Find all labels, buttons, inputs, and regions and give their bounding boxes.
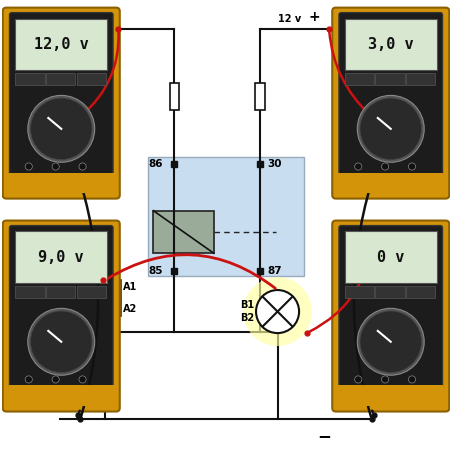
Bar <box>344 286 373 297</box>
Bar <box>344 18 436 70</box>
Bar <box>153 211 213 253</box>
Bar <box>15 73 45 85</box>
Text: 3,0 v: 3,0 v <box>367 37 413 52</box>
Text: 87: 87 <box>267 266 282 276</box>
FancyBboxPatch shape <box>3 220 120 412</box>
Circle shape <box>359 98 421 160</box>
Circle shape <box>408 163 415 170</box>
Bar <box>15 18 107 70</box>
Bar <box>15 286 45 297</box>
Text: −: − <box>317 427 331 445</box>
Bar <box>405 286 434 297</box>
Circle shape <box>25 376 32 383</box>
Bar <box>76 73 106 85</box>
Text: B2: B2 <box>239 313 253 323</box>
Bar <box>147 157 304 276</box>
Bar <box>76 286 106 297</box>
Bar <box>375 286 404 297</box>
Text: B1: B1 <box>239 300 253 310</box>
Circle shape <box>356 308 423 375</box>
Text: A2: A2 <box>123 304 137 314</box>
Circle shape <box>30 311 92 373</box>
Bar <box>15 231 107 283</box>
Text: 85: 85 <box>148 266 163 276</box>
FancyBboxPatch shape <box>338 13 442 175</box>
Bar <box>405 73 434 85</box>
Bar <box>337 386 442 406</box>
FancyBboxPatch shape <box>331 220 448 412</box>
Text: 86: 86 <box>148 158 163 169</box>
Circle shape <box>52 163 59 170</box>
Text: 12,0 v: 12,0 v <box>34 37 88 52</box>
Bar <box>9 386 114 406</box>
Bar <box>344 231 436 283</box>
Circle shape <box>25 163 32 170</box>
Circle shape <box>356 95 423 162</box>
FancyBboxPatch shape <box>331 8 448 198</box>
Circle shape <box>28 95 95 162</box>
Text: A1: A1 <box>123 283 137 293</box>
FancyBboxPatch shape <box>338 225 442 388</box>
Circle shape <box>52 376 59 383</box>
Circle shape <box>79 376 86 383</box>
Bar <box>46 286 75 297</box>
Bar <box>337 172 442 193</box>
FancyBboxPatch shape <box>9 225 113 388</box>
Bar <box>89 280 120 316</box>
Circle shape <box>79 163 86 170</box>
Text: 12 v: 12 v <box>277 14 300 24</box>
FancyBboxPatch shape <box>3 8 120 198</box>
Text: 0 v: 0 v <box>376 250 404 265</box>
Circle shape <box>243 277 311 346</box>
Bar <box>9 172 114 193</box>
Text: 9,0 v: 9,0 v <box>38 250 84 265</box>
Circle shape <box>381 376 388 383</box>
Text: +: + <box>308 10 320 24</box>
Circle shape <box>30 98 92 160</box>
Circle shape <box>354 163 361 170</box>
Circle shape <box>359 311 421 373</box>
Circle shape <box>28 308 95 375</box>
Bar <box>169 83 179 110</box>
Circle shape <box>408 376 415 383</box>
Bar <box>46 73 75 85</box>
Text: 30: 30 <box>267 158 281 169</box>
Circle shape <box>255 290 299 333</box>
FancyBboxPatch shape <box>9 13 113 175</box>
Circle shape <box>354 376 361 383</box>
Bar <box>375 73 404 85</box>
Bar <box>344 73 373 85</box>
Circle shape <box>381 163 388 170</box>
Bar <box>254 83 264 110</box>
